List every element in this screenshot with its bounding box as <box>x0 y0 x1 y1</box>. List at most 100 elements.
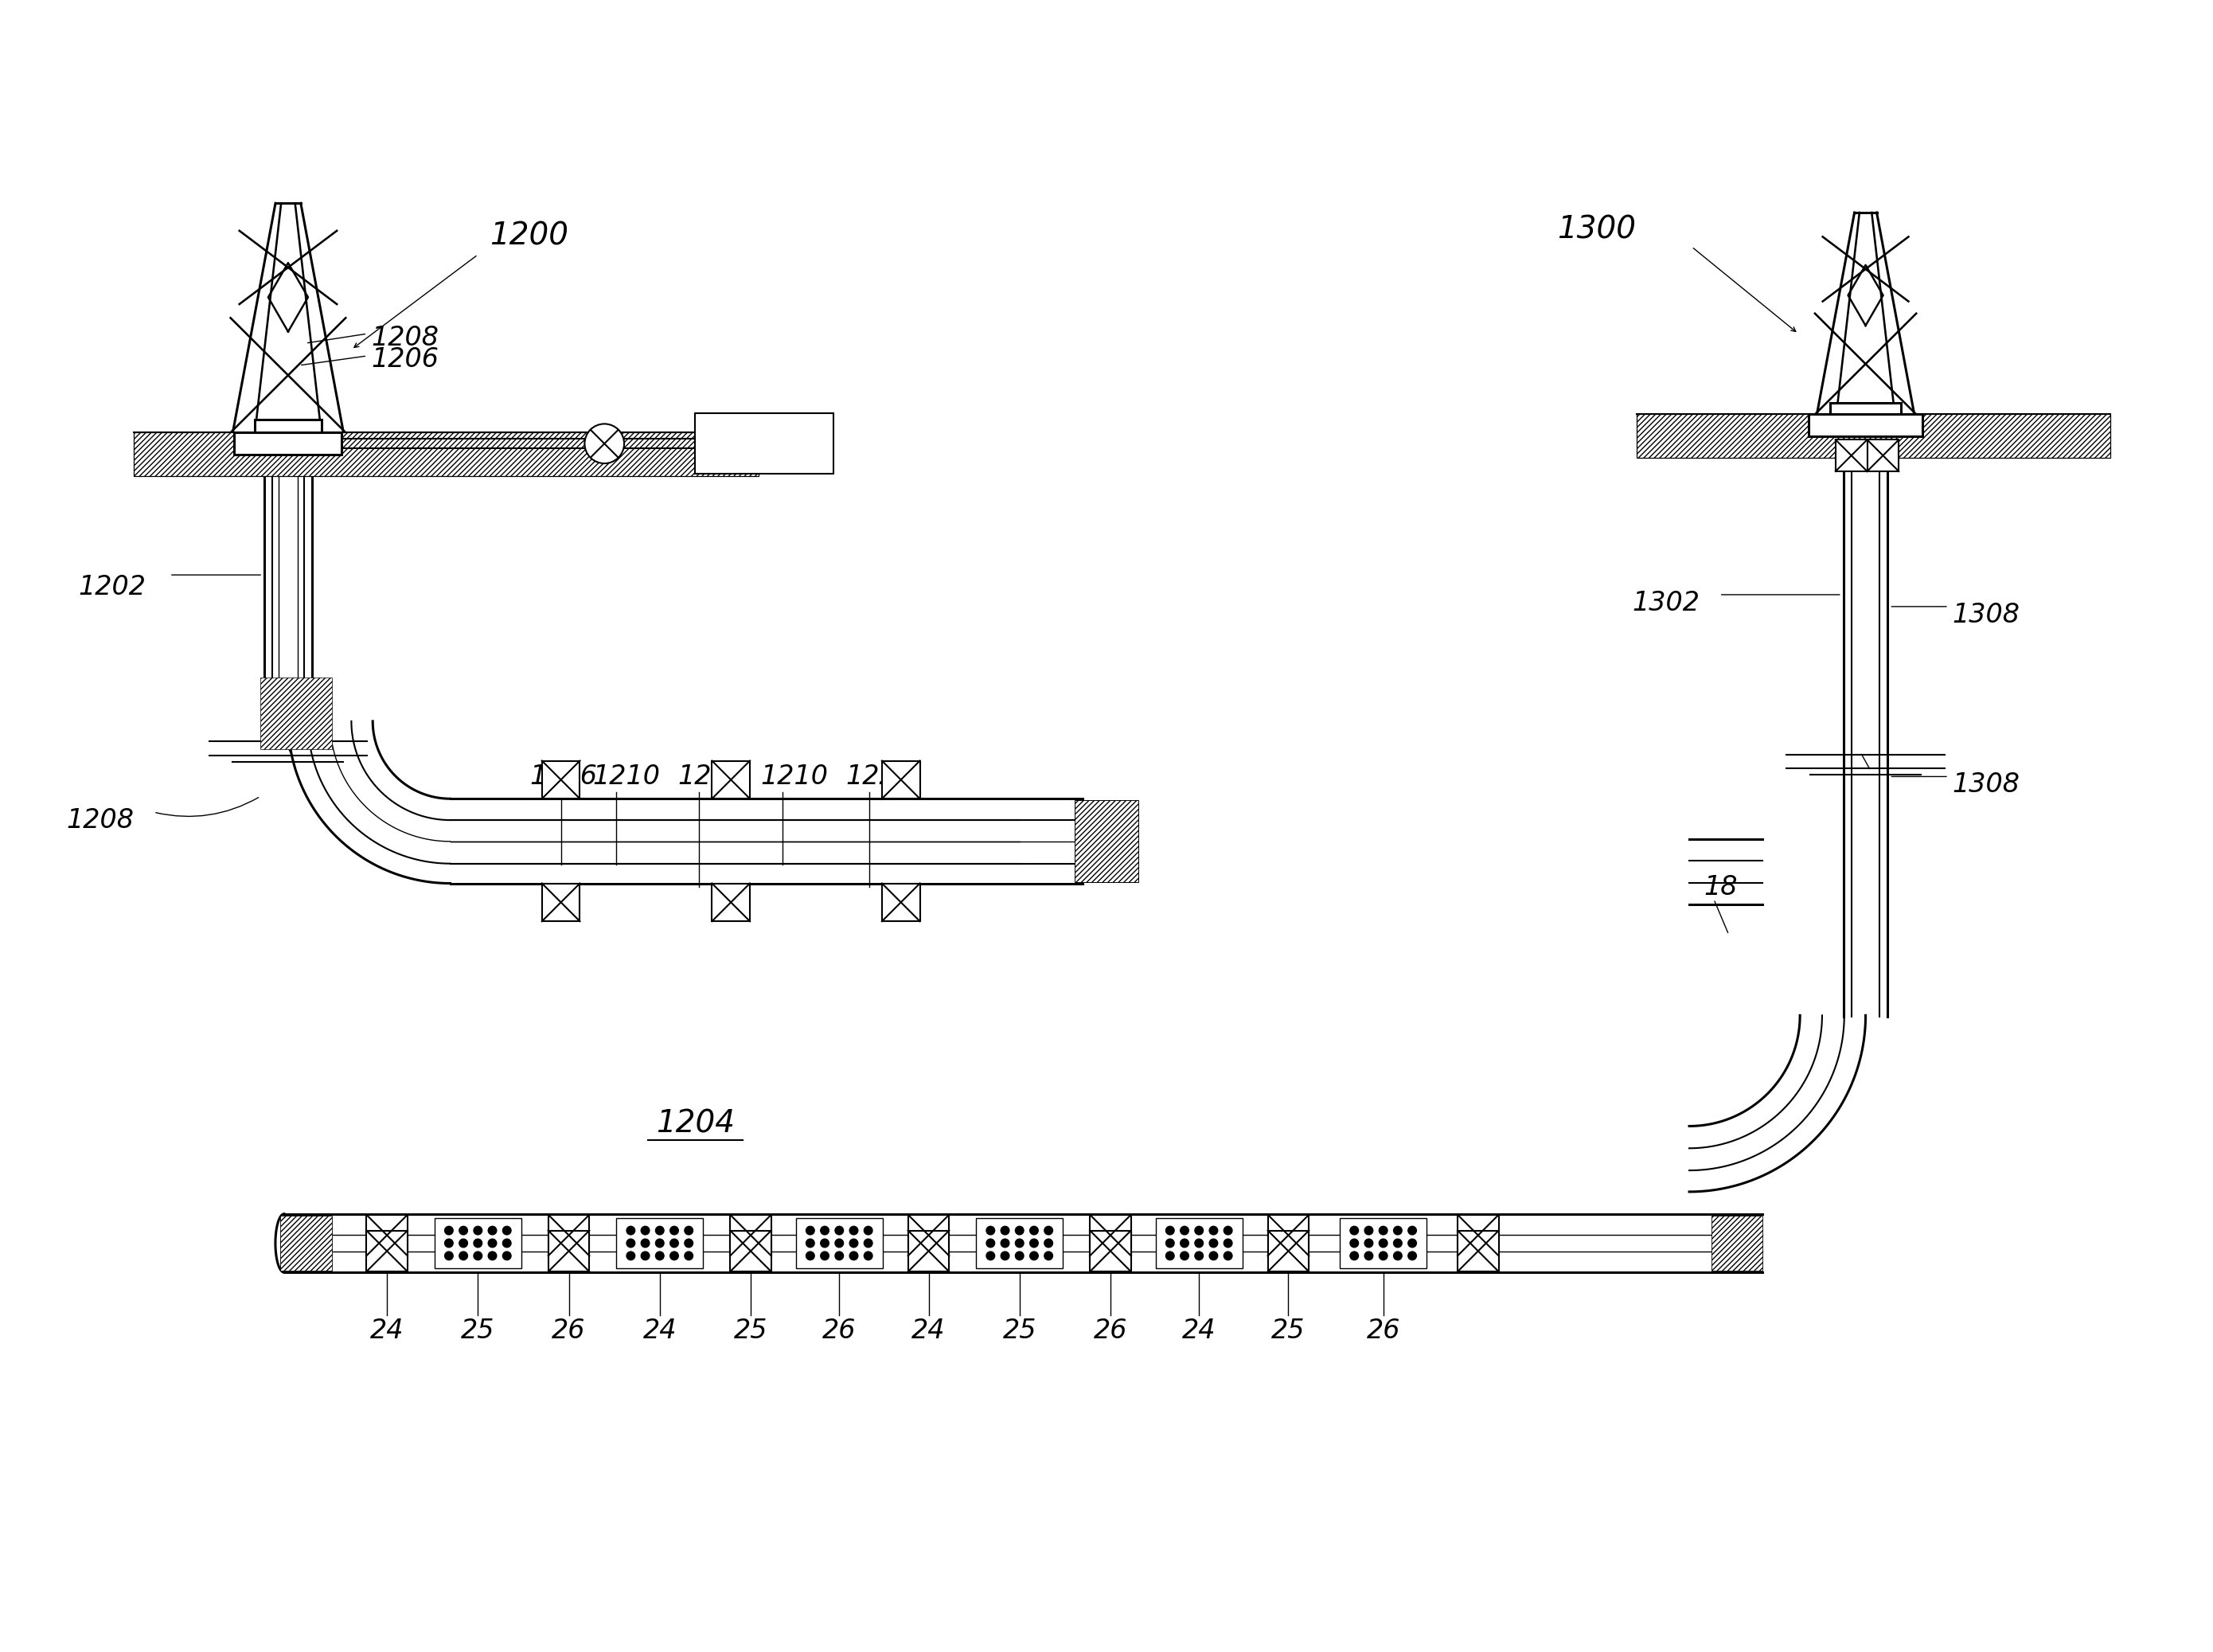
Circle shape <box>1016 1226 1025 1234</box>
Circle shape <box>806 1252 814 1260</box>
Bar <box>730 1214 772 1256</box>
Text: 26: 26 <box>1093 1317 1126 1343</box>
Bar <box>434 1218 522 1269</box>
Text: 1200: 1200 <box>489 221 569 251</box>
Circle shape <box>671 1239 679 1247</box>
Circle shape <box>821 1239 830 1247</box>
Text: 25: 25 <box>460 1317 496 1343</box>
Circle shape <box>1166 1252 1175 1260</box>
Text: 1300: 1300 <box>1558 215 1635 244</box>
Circle shape <box>458 1252 467 1260</box>
Text: 24: 24 <box>1182 1317 1215 1343</box>
Bar <box>1268 1214 1308 1256</box>
Bar <box>1089 1231 1131 1272</box>
Circle shape <box>1180 1226 1188 1234</box>
Circle shape <box>584 425 624 464</box>
Circle shape <box>502 1239 511 1247</box>
Circle shape <box>474 1226 482 1234</box>
Circle shape <box>1394 1226 1403 1234</box>
Bar <box>907 1231 949 1272</box>
Circle shape <box>1180 1252 1188 1260</box>
Text: 1204: 1204 <box>655 1108 735 1138</box>
Text: 24: 24 <box>370 1317 403 1343</box>
Circle shape <box>850 1226 859 1234</box>
Bar <box>730 1231 772 1272</box>
Bar <box>713 762 750 798</box>
Bar <box>1868 439 1899 471</box>
Bar <box>542 762 580 798</box>
Text: 1225: 1225 <box>677 763 746 790</box>
Text: 1226: 1226 <box>529 763 598 790</box>
Circle shape <box>806 1226 814 1234</box>
Circle shape <box>1195 1252 1204 1260</box>
Circle shape <box>642 1239 648 1247</box>
Circle shape <box>489 1252 496 1260</box>
Bar <box>254 420 321 433</box>
Bar <box>907 1214 949 1256</box>
Bar <box>1076 800 1137 882</box>
Circle shape <box>458 1226 467 1234</box>
Circle shape <box>1166 1239 1175 1247</box>
Circle shape <box>489 1226 496 1234</box>
Bar <box>797 1218 883 1269</box>
Circle shape <box>655 1226 664 1234</box>
Circle shape <box>1045 1239 1053 1247</box>
Circle shape <box>834 1252 843 1260</box>
Circle shape <box>1224 1239 1233 1247</box>
Circle shape <box>1000 1239 1009 1247</box>
Circle shape <box>1208 1252 1217 1260</box>
Text: 18: 18 <box>1704 874 1737 900</box>
Text: 1302: 1302 <box>1633 590 1700 616</box>
Text: 1308: 1308 <box>1952 771 2020 798</box>
Bar <box>367 1214 407 1256</box>
Circle shape <box>1166 1226 1175 1234</box>
Circle shape <box>445 1226 454 1234</box>
Circle shape <box>626 1226 635 1234</box>
Circle shape <box>1208 1239 1217 1247</box>
Bar <box>261 677 332 748</box>
Circle shape <box>1029 1226 1038 1234</box>
Circle shape <box>1180 1239 1188 1247</box>
Circle shape <box>834 1226 843 1234</box>
Circle shape <box>821 1252 830 1260</box>
Text: 25: 25 <box>1002 1317 1036 1343</box>
Text: 25: 25 <box>735 1317 768 1343</box>
Circle shape <box>987 1252 996 1260</box>
Circle shape <box>502 1226 511 1234</box>
Circle shape <box>1365 1239 1372 1247</box>
Circle shape <box>655 1252 664 1260</box>
Circle shape <box>626 1252 635 1260</box>
Bar <box>1458 1231 1498 1272</box>
Text: 26: 26 <box>1365 1317 1401 1343</box>
Circle shape <box>1350 1239 1359 1247</box>
Circle shape <box>1379 1226 1388 1234</box>
Circle shape <box>1016 1252 1025 1260</box>
Text: 1206: 1206 <box>372 347 438 372</box>
Bar <box>549 1214 589 1256</box>
Circle shape <box>1407 1252 1416 1260</box>
Circle shape <box>445 1239 454 1247</box>
Circle shape <box>987 1239 996 1247</box>
Text: 1225: 1225 <box>845 763 914 790</box>
Bar <box>1155 1218 1241 1269</box>
Circle shape <box>863 1252 872 1260</box>
Bar <box>1808 415 1923 436</box>
Circle shape <box>1407 1239 1416 1247</box>
Circle shape <box>671 1252 679 1260</box>
Text: 1208: 1208 <box>66 808 135 834</box>
Bar <box>1339 1218 1427 1269</box>
Text: 26: 26 <box>551 1317 586 1343</box>
Bar <box>549 1231 589 1272</box>
Circle shape <box>1000 1252 1009 1260</box>
Circle shape <box>1045 1252 1053 1260</box>
Circle shape <box>1224 1252 1233 1260</box>
Circle shape <box>474 1252 482 1260</box>
Circle shape <box>806 1239 814 1247</box>
Circle shape <box>626 1239 635 1247</box>
Bar <box>615 1218 704 1269</box>
Text: 26: 26 <box>823 1317 856 1343</box>
Circle shape <box>684 1252 693 1260</box>
Bar <box>367 1231 407 1272</box>
Bar <box>713 884 750 922</box>
Circle shape <box>863 1239 872 1247</box>
